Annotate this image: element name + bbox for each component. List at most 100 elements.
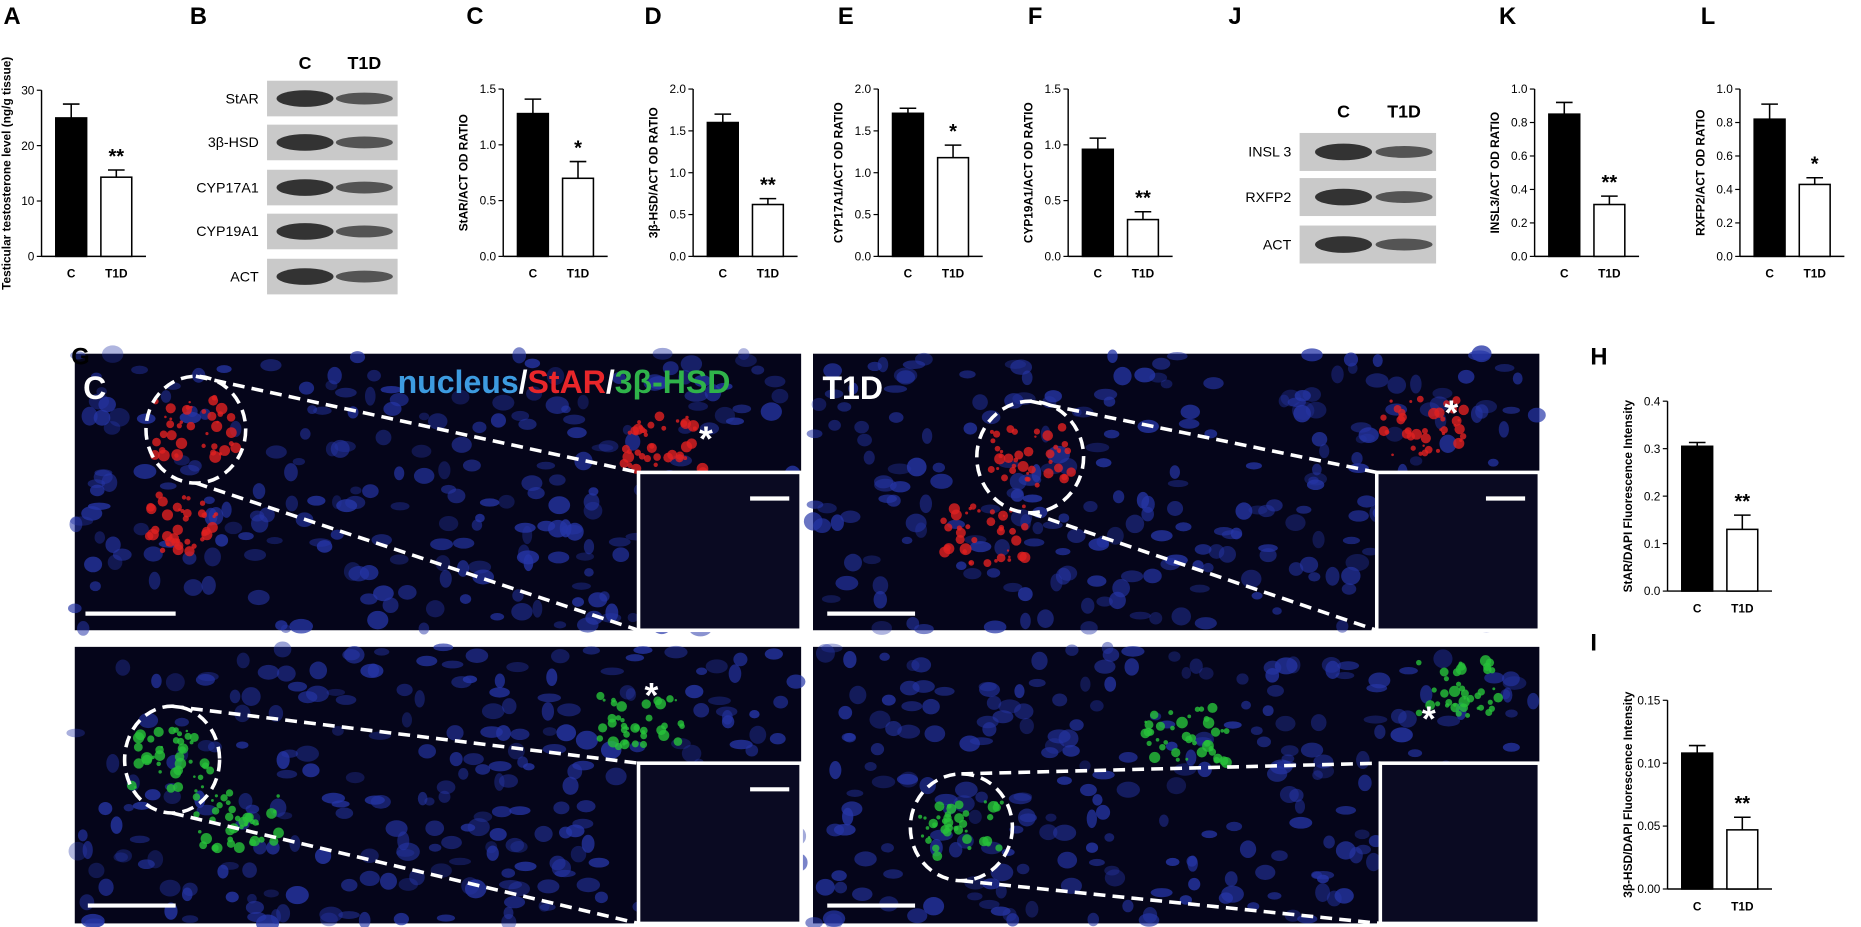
y-tick-label: 10 [21, 194, 35, 208]
nucleus-texture [1267, 684, 1284, 697]
stain-texture [998, 510, 1009, 521]
nucleus-texture [362, 484, 379, 499]
y-tick-label: 1.5 [670, 124, 687, 138]
nucleus-texture [453, 537, 475, 549]
stain-texture [1439, 667, 1449, 677]
nucleus-texture [433, 643, 454, 652]
stain-texture [1416, 395, 1424, 403]
nucleus-texture [393, 912, 409, 926]
nucleus-texture [131, 365, 148, 375]
nucleus-texture [252, 483, 266, 500]
nucleus-texture [1169, 465, 1180, 479]
nucleus-texture [1142, 906, 1158, 924]
stain-texture [633, 724, 640, 731]
stain-texture [151, 755, 155, 760]
stain-texture [646, 442, 657, 453]
blot-band [335, 270, 393, 283]
stain-texture [1416, 659, 1422, 666]
stain-texture [1459, 439, 1463, 443]
stain-texture [1460, 689, 1469, 698]
nucleus-texture [705, 659, 728, 674]
stain-texture [1485, 708, 1493, 716]
stain-texture [190, 405, 193, 409]
nucleus-texture [1278, 394, 1290, 408]
nucleus-texture [906, 616, 920, 630]
nucleus-texture [465, 648, 489, 663]
y-tick-label: 1.0 [670, 166, 687, 180]
y-axis-label: INSL3/ACT OD RATIO [1488, 112, 1502, 234]
y-axis-label: 3β-HSD/DAPI Fluorescence Intensity [1621, 691, 1635, 898]
stain-texture [1415, 709, 1423, 717]
stain-texture [161, 509, 174, 521]
stain-texture [1420, 433, 1431, 444]
nucleus-texture [570, 845, 587, 863]
nucleus-texture [504, 896, 526, 909]
nucleus-texture [1189, 584, 1210, 593]
nucleus-texture [1090, 700, 1104, 712]
nucleus-texture [1089, 858, 1105, 867]
nucleus-texture [738, 348, 750, 360]
stain-texture [1053, 463, 1063, 473]
blot-band [276, 223, 334, 240]
nucleus-texture [1245, 462, 1262, 470]
stain-texture [1213, 756, 1221, 764]
nucleus-texture [749, 725, 767, 744]
nucleus-texture [88, 862, 105, 879]
blot-band [1315, 188, 1373, 206]
stain-texture [971, 536, 978, 544]
nucleus-texture [1439, 434, 1457, 453]
nucleus-texture [1086, 809, 1097, 829]
nucleus-texture [281, 749, 299, 758]
nucleus-texture [728, 664, 742, 683]
stain-texture [133, 742, 143, 752]
nucleus-texture [221, 501, 232, 518]
nucleus-texture [901, 536, 913, 545]
stain-texture [179, 420, 184, 425]
nucleus-texture [284, 463, 298, 482]
stain-texture [186, 421, 196, 431]
stain-texture [157, 496, 168, 507]
stain-texture [194, 789, 198, 793]
blot-band [335, 181, 393, 194]
nucleus-texture [1305, 401, 1327, 419]
nucleus-texture [969, 737, 994, 746]
nucleus-texture [1152, 357, 1171, 370]
nucleus-texture [1300, 742, 1324, 758]
stain-texture [220, 794, 228, 802]
nucleus-texture [704, 384, 722, 402]
nucleus-texture [360, 593, 378, 605]
nucleus-texture [449, 751, 463, 767]
stain-texture [986, 517, 996, 526]
nucleus-texture [358, 911, 371, 927]
nucleus-texture [612, 547, 630, 563]
x-tick-label: T1D [1598, 267, 1621, 281]
nucleus-texture [594, 891, 608, 904]
stain-texture [239, 824, 244, 830]
nucleus-texture [1149, 612, 1163, 625]
nucleus-texture [488, 761, 512, 772]
nucleus-texture [1113, 366, 1132, 386]
y-tick-label: 0.2 [1511, 216, 1528, 230]
nucleus-texture [480, 726, 503, 738]
nucleus-texture [1357, 495, 1377, 508]
nucleus-texture [769, 733, 786, 745]
nucleus-texture [84, 556, 103, 573]
stain-texture [230, 442, 242, 454]
nucleus-texture [1141, 506, 1154, 522]
lane-label: T1D [1387, 102, 1421, 122]
y-tick-label: 1.0 [1045, 138, 1062, 152]
nucleus-texture [94, 469, 113, 477]
y-tick-label: 1.5 [480, 82, 497, 96]
stain-texture [225, 427, 237, 438]
stain-texture [1175, 757, 1180, 762]
nucleus-texture [1256, 736, 1271, 748]
x-tick-label: C [529, 267, 538, 281]
stain-texture [994, 559, 998, 563]
stain-texture [622, 451, 635, 463]
bar [516, 112, 550, 258]
nucleus-texture [979, 682, 1000, 697]
nucleus-texture [1258, 544, 1278, 553]
stain-texture [996, 466, 1000, 471]
stain-texture [1389, 399, 1393, 403]
stain-texture [165, 542, 170, 547]
